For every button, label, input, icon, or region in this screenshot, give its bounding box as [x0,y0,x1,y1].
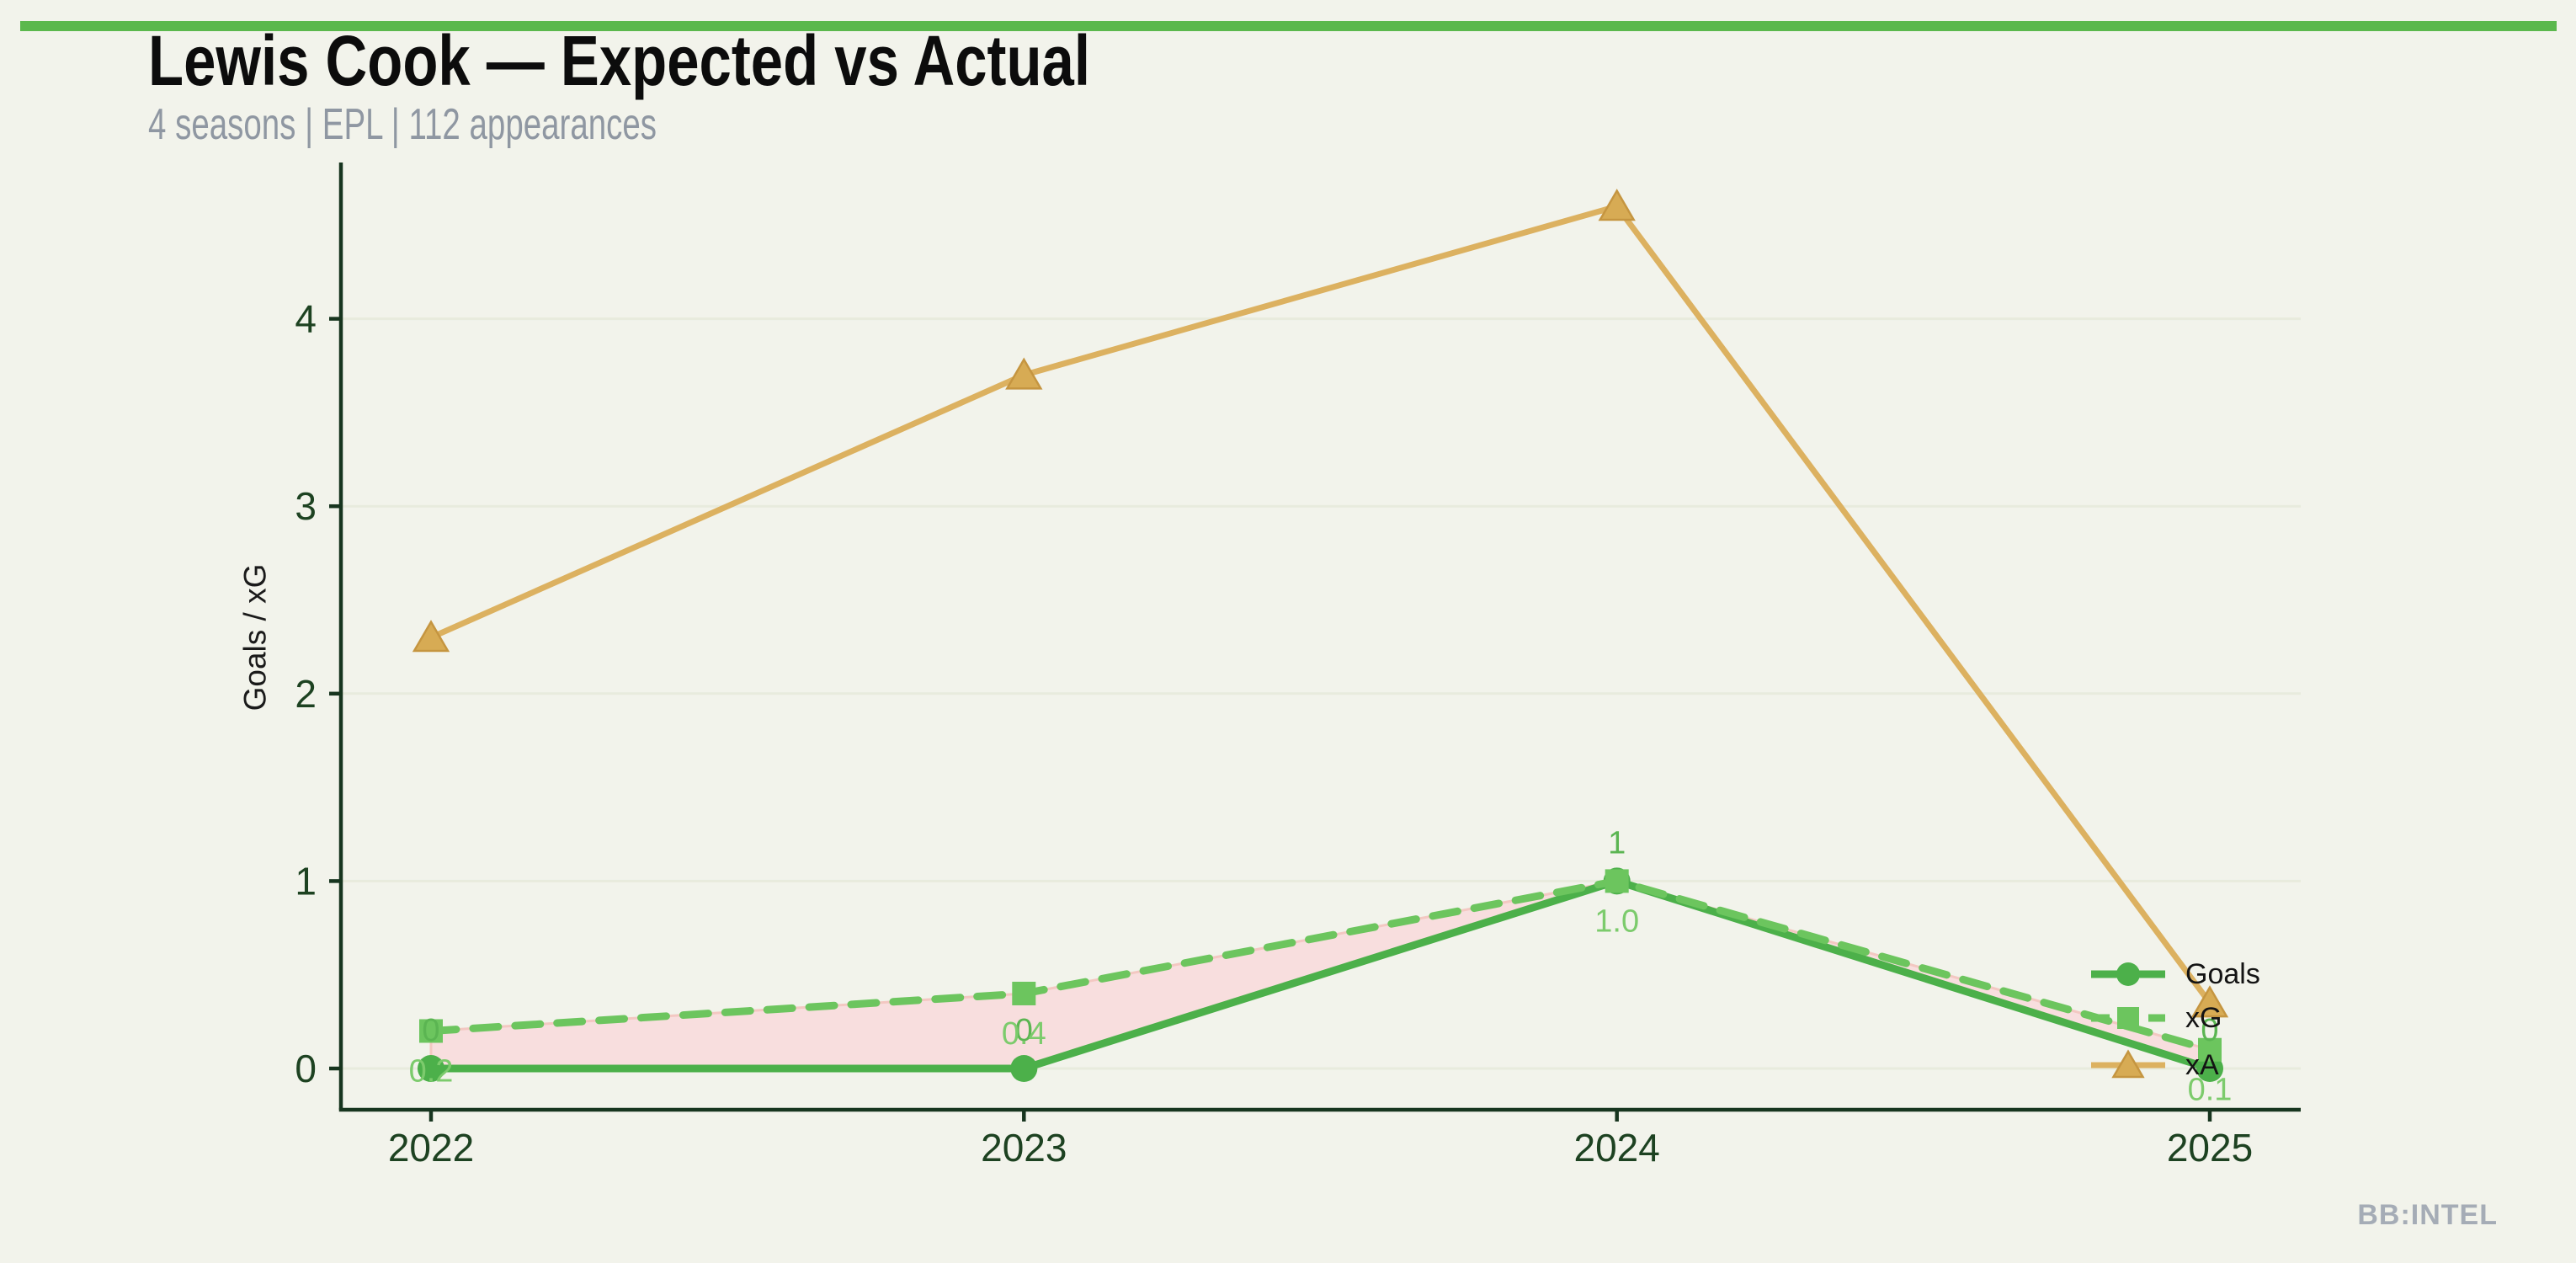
legend-item-goals: Goals [2091,958,2260,990]
y-tick-label-3: 3 [295,484,317,528]
x-tick-label-2022: 2022 [388,1126,474,1170]
y-tick-label-4: 4 [295,297,317,341]
legend-item-xg: xG [2091,1002,2222,1034]
goals-marker-2025 [2196,1055,2223,1082]
goals-marker-2022 [418,1055,444,1082]
goals-point-label-2024: 1 [1608,825,1626,861]
y-tick-label-2: 2 [295,672,317,716]
y-axis-label: Goals / xG [238,564,273,711]
xa-marker-2024 [1598,189,1636,221]
xa-marker-2025 [2190,985,2229,1018]
legend-label-xg: xG [2185,1002,2222,1034]
chart-header: Lewis Cook — Expected vs Actual 4 season… [148,24,1297,150]
xa-marker-2023 [1005,357,1043,390]
xg-marker-2022 [419,1019,443,1043]
x-tick-label-2024: 2024 [1574,1126,1660,1170]
legend-marker-xg [2117,1007,2139,1029]
xg-point-label-2024: 1.0 [1594,903,1639,939]
y-tick-label-0: 0 [295,1047,317,1090]
goals-point-label-2025: 0 [2201,1013,2218,1048]
goals-marker-2023 [1010,1055,1038,1082]
xa-marker-2022 [412,620,450,653]
watermark: BB:INTEL [2357,1199,2498,1231]
legend-item-xa: xA [2091,1049,2219,1081]
legend-marker-xa [2111,1049,2145,1079]
xg-line [427,877,2214,1054]
xg-point-label-2025: 0.1 [2188,1073,2233,1108]
x-tick-label-2023: 2023 [981,1126,1067,1170]
xg-point-label-2022: 0.2 [409,1053,454,1089]
accent-bar [20,21,2557,31]
legend-label-xa: xA [2185,1049,2219,1081]
xg-point-label-2023: 0.4 [1002,1016,1046,1052]
legend-label-goals: Goals [2185,958,2260,990]
chart-title: Lewis Cook — Expected vs Actual [148,21,1091,100]
goals-point-label-2023: 0 [1015,1013,1033,1048]
x-tick-label-2025: 2025 [2167,1126,2253,1170]
xg-marker-2025 [2198,1037,2222,1062]
legend-marker-goals [2116,962,2140,986]
xg-marker-2023 [1012,981,1036,1005]
xa-line [428,203,2213,1006]
xg-marker-2024 [1605,869,1629,893]
chart-subtitle: 4 seasons | EPL | 112 appearances [148,100,657,150]
y-tick-label-1: 1 [295,859,317,903]
goals-line [427,877,2214,1073]
goals-point-label-2022: 0 [422,1013,439,1048]
